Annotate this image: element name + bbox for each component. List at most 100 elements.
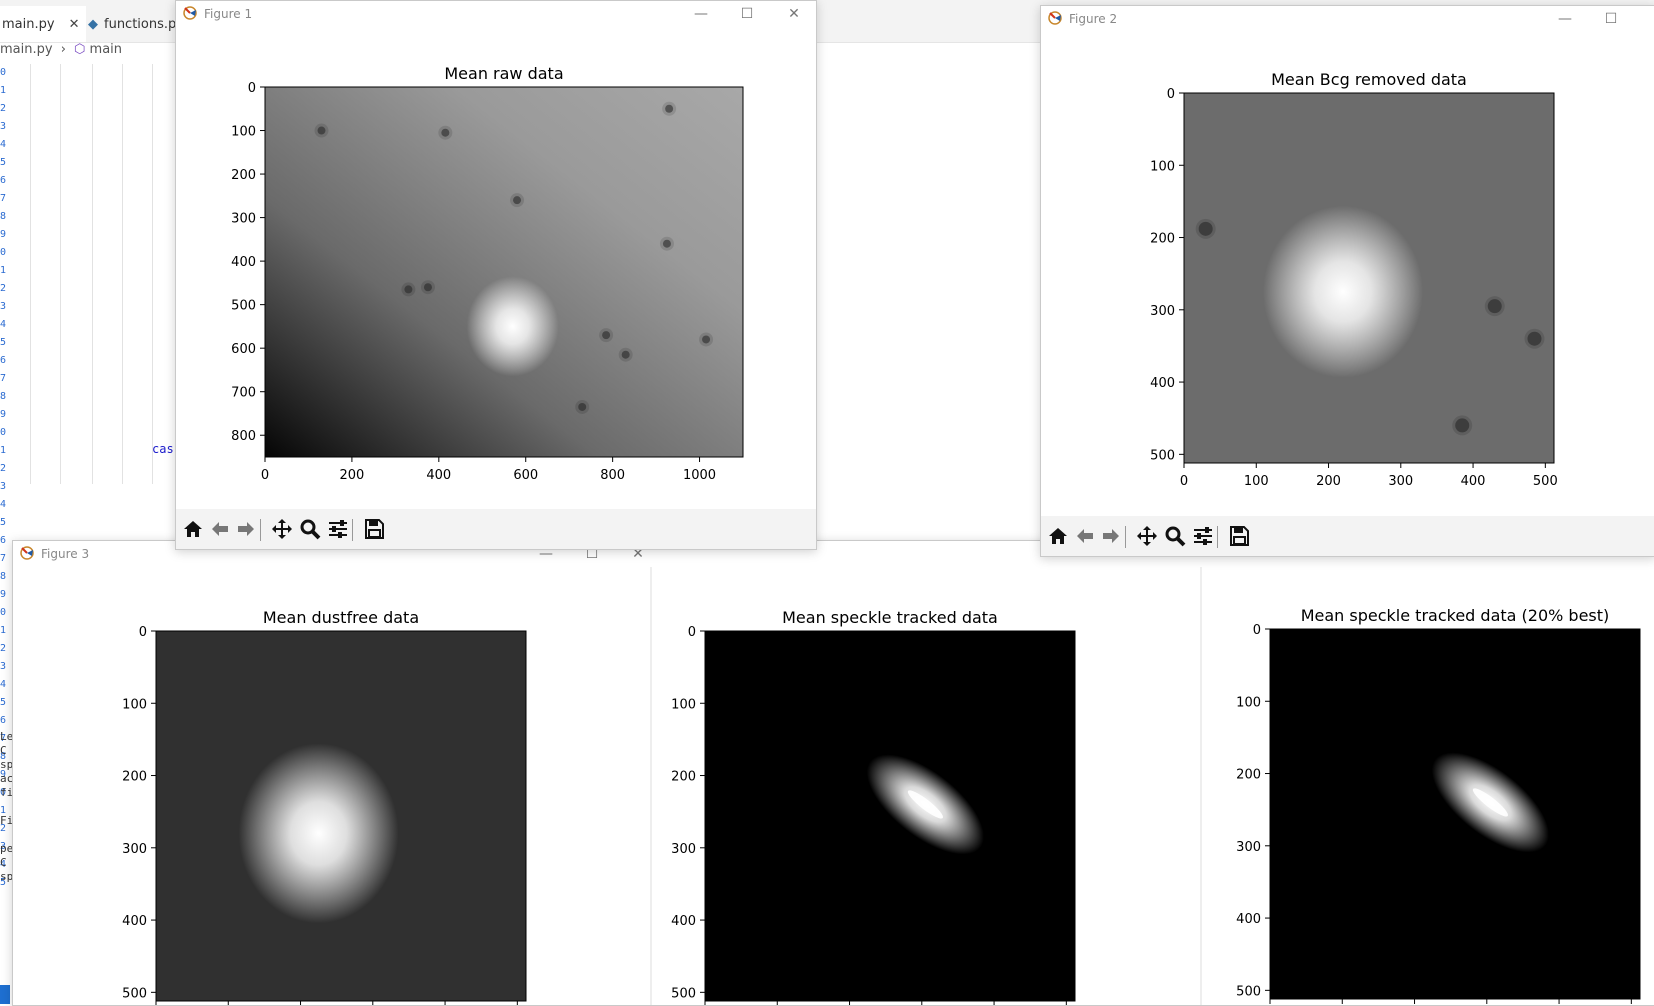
heatmap-background <box>705 631 1075 1001</box>
dust-spot <box>513 196 522 205</box>
close-button[interactable]: ✕ <box>632 546 644 562</box>
line-number: 5 <box>0 877 7 888</box>
panel-text-fragment: sp <box>0 870 14 883</box>
minimize-button[interactable]: — <box>1558 11 1572 27</box>
close-icon[interactable]: ✕ <box>68 16 80 32</box>
heatmap-axes[interactable] <box>1269 628 1641 1000</box>
y-tick-label: 100 <box>671 697 696 712</box>
forward-arrow-button[interactable] <box>1099 524 1123 548</box>
y-tick-label: 0 <box>1253 623 1261 638</box>
line-number: 0 <box>0 247 7 258</box>
back-arrow-icon <box>212 522 228 536</box>
dust-spot <box>662 239 671 248</box>
toolbar-separator <box>352 519 353 541</box>
y-tick-label: 400 <box>671 914 696 929</box>
line-number: 2 <box>0 103 7 114</box>
breadcrumb-symbol[interactable]: main <box>89 42 123 57</box>
y-tick-label: 600 <box>231 342 256 357</box>
toolbar-separator <box>1217 526 1218 548</box>
save-floppy-button[interactable] <box>1227 524 1251 548</box>
breadcrumb-file[interactable]: main.py <box>0 42 53 57</box>
y-tick-label: 0 <box>248 81 256 96</box>
dust-spot <box>621 350 630 359</box>
maximize-button[interactable]: ☐ <box>740 6 754 22</box>
line-number: 8 <box>0 211 7 222</box>
y-tick-label: 100 <box>1236 695 1261 710</box>
line-number: 6 <box>0 355 7 366</box>
figure-3-canvas[interactable]: Mean dustfree data 0 100 200 300 400 500 Mean s… <box>13 541 1654 1005</box>
y-tick-label: 800 <box>231 429 256 444</box>
forward-arrow-button[interactable] <box>234 517 258 541</box>
line-number: 2 <box>0 643 7 654</box>
zoom-magnifier-button[interactable] <box>1163 524 1187 548</box>
pan-move-button[interactable] <box>270 517 294 541</box>
breadcrumb: main.py › ⬡ main <box>0 42 1654 64</box>
y-tick-label: 200 <box>1236 768 1261 783</box>
axes-frame <box>264 86 744 458</box>
matplotlib-icon <box>1047 10 1063 26</box>
heatmap-axes[interactable] <box>1183 92 1555 464</box>
line-number: 5 <box>0 337 7 348</box>
line-number: 8 <box>0 391 7 402</box>
configure-subplots-button[interactable] <box>326 517 350 541</box>
line-number: 6 <box>0 715 7 726</box>
line-number: 2 <box>0 463 7 474</box>
y-tick-label: 200 <box>122 770 147 785</box>
panel-text-fragment: Fi <box>0 814 14 827</box>
minimize-button[interactable]: — <box>694 6 708 22</box>
title-bar: Figure 2 — ☐ <box>1041 6 1654 32</box>
line-number: 7 <box>0 733 7 744</box>
zoom-magnifier-button[interactable] <box>298 517 322 541</box>
heatmap-axes[interactable] <box>704 630 1076 1002</box>
panel-text-fragment: Le <box>0 730 14 743</box>
indent-guide <box>152 64 153 484</box>
title-bar: Figure 1 — ☐ ✕ <box>176 1 816 27</box>
line-number: 5 <box>0 157 7 168</box>
configure-subplots-button[interactable] <box>1191 524 1215 548</box>
line-number: 3 <box>0 481 7 492</box>
line-number: 3 <box>0 841 7 852</box>
tab-functions-py[interactable]: ◆ functions.p <box>88 6 178 42</box>
tab-label: main.py <box>2 16 55 32</box>
dust-spot <box>404 285 413 294</box>
chart-title: Mean speckle tracked data <box>782 608 998 627</box>
y-tick-label: 500 <box>231 299 256 314</box>
figure-1-canvas[interactable]: Mean raw data 0 100 200 300 400 500 600 700 800 0 2… <box>176 1 816 509</box>
figure-2-canvas[interactable]: Mean Bcg removed data 0 100 200 300 400 500 0 10… <box>1041 6 1654 516</box>
dust-spot <box>1198 221 1213 236</box>
y-tick-label: 400 <box>1150 376 1175 391</box>
x-tick-label: 0 <box>261 468 269 483</box>
dust-spot <box>1455 418 1470 433</box>
navigation-toolbar <box>1041 516 1654 556</box>
window-title: Figure 2 <box>1069 12 1118 26</box>
heatmap-background <box>1270 629 1640 999</box>
matplotlib-icon <box>182 5 198 21</box>
pan-move-button[interactable] <box>1135 524 1159 548</box>
home-button[interactable] <box>181 517 205 541</box>
back-arrow-button[interactable] <box>208 517 232 541</box>
close-button[interactable]: ✕ <box>788 6 800 22</box>
line-number: 1 <box>0 625 7 636</box>
panel-text-fragment: fi <box>0 786 14 799</box>
y-tick-label: 500 <box>671 986 696 1001</box>
line-number: 1 <box>0 445 7 456</box>
heatmap-axes[interactable] <box>264 86 744 458</box>
minimize-button[interactable]: — <box>539 546 553 562</box>
line-number: 4 <box>0 319 7 330</box>
tab-main-py[interactable]: main.py ✕ <box>0 6 86 42</box>
maximize-button[interactable]: ☐ <box>1604 11 1618 27</box>
heatmap-axes[interactable] <box>155 630 527 1002</box>
y-tick-label: 0 <box>139 625 147 640</box>
toolbar-separator <box>260 519 261 541</box>
save-floppy-button[interactable] <box>362 517 386 541</box>
y-tick-label: 100 <box>1150 159 1175 174</box>
status-strip <box>0 985 10 1004</box>
y-tick-label: 400 <box>122 914 147 929</box>
home-button[interactable] <box>1046 524 1070 548</box>
axes-frame <box>704 630 1076 1002</box>
bright-spot <box>1262 205 1423 378</box>
line-number: 4 <box>0 679 7 690</box>
panel-text-fragment: C <box>0 744 7 757</box>
back-arrow-button[interactable] <box>1073 524 1097 548</box>
maximize-button[interactable]: ☐ <box>585 546 599 562</box>
